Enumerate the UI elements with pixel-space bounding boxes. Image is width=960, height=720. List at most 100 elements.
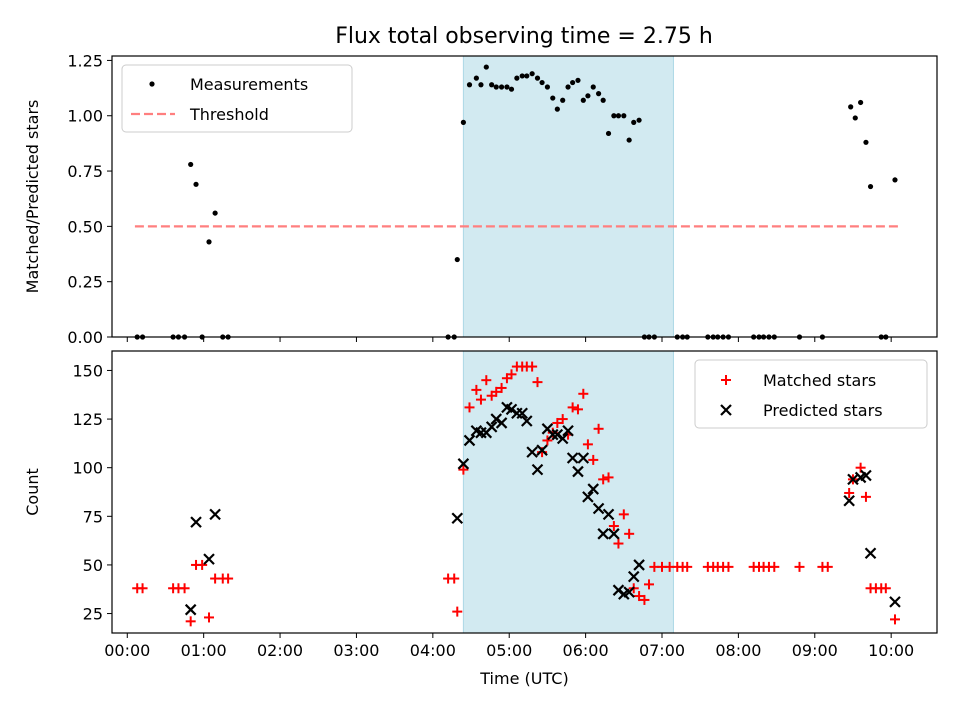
data-point <box>572 404 583 415</box>
data-point <box>618 509 629 520</box>
data-point <box>190 516 202 528</box>
data-point <box>822 561 833 572</box>
data-point <box>587 483 600 495</box>
top-panel: 0.00 0.25 0.50 0.75 1.00 1.25 Matched/Predicte… <box>23 51 938 347</box>
data-point <box>624 528 635 539</box>
data-point <box>483 64 489 70</box>
data-point <box>639 594 650 605</box>
data-point <box>794 561 805 572</box>
data-point <box>460 119 466 125</box>
data-point <box>519 73 525 79</box>
y-tick-label: 1.00 <box>67 107 103 126</box>
data-point <box>578 388 589 399</box>
legend-label-threshold: Threshold <box>189 105 269 124</box>
y-tick-label: 0.25 <box>67 273 103 292</box>
shaded-span <box>462 350 674 634</box>
legend-marker-predicted <box>720 404 732 416</box>
data-point <box>206 239 212 245</box>
data-point <box>634 591 645 602</box>
data-point <box>769 561 780 572</box>
data-point <box>613 538 624 549</box>
data-point <box>582 439 593 450</box>
data-point <box>860 491 871 502</box>
data-point <box>626 137 632 143</box>
legend: Matched stars Predicted stars <box>694 359 928 429</box>
data-point <box>575 77 581 83</box>
data-point <box>602 508 615 521</box>
chart-title: Flux total observing time = 2.75 h <box>335 24 713 49</box>
data-point <box>848 104 854 110</box>
data-point <box>592 502 605 515</box>
data-point <box>858 99 864 106</box>
data-point <box>544 84 551 90</box>
data-point <box>723 561 734 572</box>
data-point <box>554 106 560 112</box>
data-point <box>212 210 218 216</box>
data-point <box>458 464 469 475</box>
data-point <box>552 417 563 428</box>
data-point <box>491 386 502 397</box>
x-tick-label: 08:00 <box>715 641 761 660</box>
y-tick-label: 1.25 <box>67 51 103 70</box>
data-point <box>466 82 473 88</box>
data-point <box>636 117 642 123</box>
data-point <box>485 421 498 433</box>
x-tick-label: 10:00 <box>868 641 914 660</box>
y-tick-label: 50 <box>83 556 103 575</box>
data-point <box>600 97 606 103</box>
data-point <box>631 119 637 125</box>
data-point <box>844 487 855 498</box>
data-point <box>188 161 194 168</box>
data-point <box>496 382 507 393</box>
data-point <box>567 402 578 413</box>
x-axis-label: Time (UTC) <box>479 669 568 688</box>
data-point <box>577 452 590 464</box>
data-point <box>514 75 520 81</box>
data-point <box>615 113 622 119</box>
y-tick-label: 150 <box>72 361 103 380</box>
data-point <box>493 84 499 90</box>
x-tick-label: 07:00 <box>639 641 685 660</box>
data-point <box>863 139 869 145</box>
y-axis-label: Matched/Predicted stars <box>23 100 42 294</box>
data-point <box>529 71 535 77</box>
data-point <box>627 570 640 583</box>
legend-marker-matched <box>721 375 731 385</box>
data-point <box>452 606 463 617</box>
data-point <box>203 553 215 565</box>
data-point <box>504 84 510 90</box>
data-point <box>223 573 234 584</box>
legend-label-measurements: Measurements <box>190 75 308 94</box>
legend-label-predicted: Predicted stars <box>763 401 883 420</box>
data-point <box>475 394 486 405</box>
data-point <box>184 603 197 616</box>
data-point <box>682 561 693 572</box>
axes-frame <box>111 350 938 634</box>
data-point <box>471 384 482 395</box>
x-tick-label: 02:00 <box>257 641 303 660</box>
legend-frame <box>694 359 928 429</box>
data-point <box>179 583 190 594</box>
data-point <box>451 512 464 525</box>
data-point <box>508 86 515 92</box>
data-point <box>516 407 528 420</box>
data-point <box>478 82 484 88</box>
data-point <box>473 75 479 81</box>
data-point <box>633 559 645 571</box>
x-tick-label: 09:00 <box>792 641 838 660</box>
y-tick-label: 25 <box>83 605 103 624</box>
data-point <box>572 465 584 478</box>
data-point <box>566 452 579 464</box>
data-point <box>570 79 576 86</box>
data-point <box>489 82 495 88</box>
series-predicted-stars <box>184 401 901 616</box>
data-point <box>209 508 221 521</box>
data-point <box>580 97 586 103</box>
y-axis-label: Count <box>23 468 42 516</box>
data-point <box>644 579 655 590</box>
data-point <box>889 614 900 625</box>
data-point <box>539 79 545 86</box>
data-point <box>605 130 612 137</box>
data-point <box>565 84 571 90</box>
data-point <box>185 616 196 627</box>
